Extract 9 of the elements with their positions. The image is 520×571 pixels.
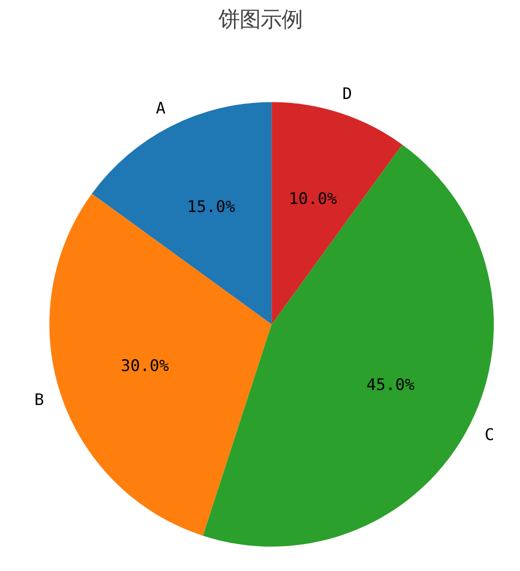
data-label: 30.0%	[120, 356, 170, 375]
slice-label: A	[156, 98, 166, 118]
slice-label: D	[342, 84, 352, 104]
data-label: 15.0%	[186, 196, 236, 216]
slice-label: B	[34, 390, 44, 409]
data-label: 10.0%	[288, 188, 338, 208]
slice-label: C	[484, 425, 494, 444]
data-label: 45.0%	[366, 374, 415, 394]
chart-title: 饼图示例	[218, 8, 302, 32]
